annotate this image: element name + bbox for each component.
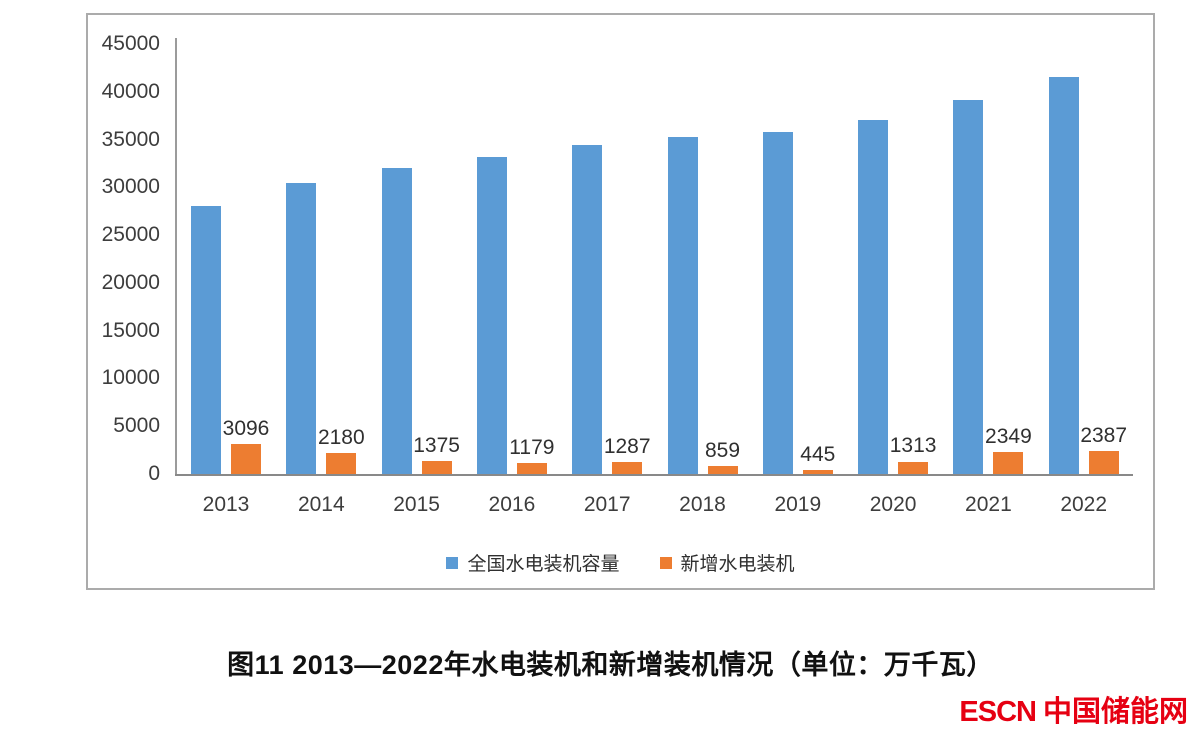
bar-new-installs-2019 [802, 469, 833, 474]
y-tick-45000: 45000 [101, 32, 160, 55]
escn-logo: ESCN 中国储能网 [959, 688, 1188, 730]
bar-capacity-2022 [1048, 77, 1079, 474]
y-tick-0: 0 [148, 462, 160, 485]
y-tick-10000: 10000 [101, 366, 160, 390]
data-label-2018: 859 [704, 438, 741, 462]
chart-frame: 3096 2013 2180 2014 1375 2015 1179 2016 1287 2017… [86, 13, 1155, 590]
x-tick-2018: 2018 [679, 493, 726, 516]
bar-capacity-2018 [667, 136, 698, 474]
bar-new-installs-2020 [898, 461, 929, 474]
bar-capacity-2014 [286, 182, 317, 474]
y-tick-5000: 5000 [113, 414, 160, 438]
legend-label-capacity: 全国水电装机容量 [467, 554, 620, 575]
x-tick-2013: 2013 [202, 493, 250, 516]
data-label-2015: 1375 [413, 433, 460, 457]
bar-new-installs-2022 [1088, 451, 1119, 474]
x-tick-2016: 2016 [488, 493, 536, 516]
x-tick-2015: 2015 [393, 493, 440, 516]
x-tick-2014: 2014 [297, 493, 345, 516]
legend: 全国水电装机容量 新增水电装机 [88, 549, 1153, 576]
bar-capacity-2017 [572, 145, 603, 474]
legend-swatch-new-installs-icon [659, 556, 672, 569]
bar-capacity-2020 [858, 120, 889, 474]
data-label-2016: 1179 [509, 435, 555, 459]
y-tick-25000: 25000 [101, 223, 160, 247]
y-tick-35000: 35000 [101, 127, 160, 151]
bar-capacity-2015 [381, 168, 412, 474]
x-tick-2021: 2021 [965, 493, 1012, 516]
y-tick-15000: 15000 [101, 318, 160, 342]
y-tick-20000: 20000 [101, 270, 160, 294]
legend-item-capacity: 全国水电装机容量 [446, 549, 620, 576]
bar-capacity-2016 [476, 156, 507, 474]
data-label-2019: 445 [800, 442, 836, 466]
bar-new-installs-2016 [516, 462, 547, 474]
legend-label-new-installs: 新增水电装机 [680, 554, 795, 575]
legend-swatch-capacity-icon [446, 556, 459, 569]
data-label-2017: 1287 [603, 434, 651, 458]
bar-capacity-2013 [191, 206, 221, 474]
bar-new-installs-2013 [231, 444, 261, 474]
data-label-2014: 2180 [317, 426, 365, 450]
escn-logo-zh: 中国储能网 [1042, 696, 1188, 728]
figure-caption: 图11 2013—2022年水电装机和新增装机情况（单位：万千瓦） [227, 650, 994, 680]
x-tick-2022: 2022 [1060, 493, 1108, 516]
data-label-2020: 1313 [889, 434, 937, 458]
legend-item-new-installs: 新增水电装机 [659, 549, 795, 576]
bar-capacity-2021 [953, 100, 984, 474]
data-label-2022: 2387 [1080, 424, 1128, 448]
bar-new-installs-2017 [612, 461, 643, 474]
bar-new-installs-2021 [993, 451, 1024, 474]
bar-new-installs-2015 [421, 460, 452, 474]
x-tick-2017: 2017 [583, 493, 631, 516]
y-axis-line [175, 38, 177, 476]
data-label-2013: 3096 [222, 417, 270, 441]
x-tick-2020: 2020 [869, 493, 917, 516]
x-tick-2019: 2019 [774, 493, 822, 516]
bar-new-installs-2014 [326, 453, 357, 474]
y-tick-40000: 40000 [101, 79, 160, 103]
bar-capacity-2019 [762, 131, 793, 474]
data-label-2021: 2349 [985, 424, 1032, 448]
bar-new-installs-2018 [707, 465, 738, 474]
x-axis-line [175, 474, 1133, 476]
plot-area: 3096 2013 2180 2014 1375 2015 1179 2016 1287 2017… [176, 44, 1133, 516]
escn-logo-en: ESCN [959, 696, 1037, 728]
y-tick-30000: 30000 [101, 175, 160, 199]
